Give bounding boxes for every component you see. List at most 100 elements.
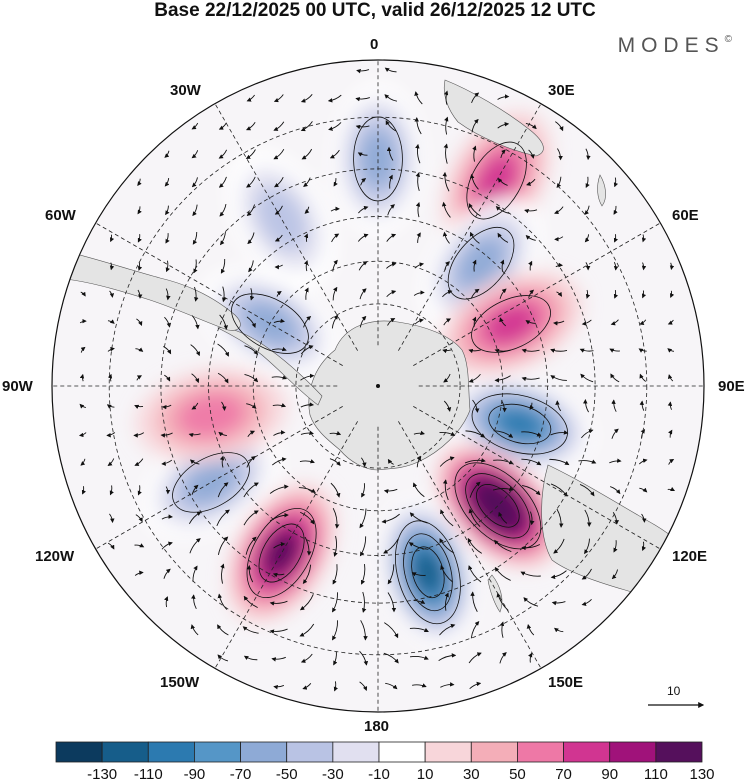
wind-vector-349 — [444, 592, 449, 611]
wind-vector-373 — [333, 651, 338, 666]
wind-vector-261 — [137, 485, 142, 496]
wind-vector-288 — [300, 511, 315, 525]
wind-vector-238 — [107, 458, 115, 467]
lon-label-30w: 30W — [170, 82, 201, 99]
wind-vector-4 — [300, 94, 313, 103]
colorbar-tick-3: -70 — [229, 766, 252, 783]
wind-vector-9 — [443, 90, 449, 105]
logo-text: MODES — [617, 34, 725, 57]
wind-vector-142 — [107, 319, 115, 324]
wind-vector-348 — [413, 599, 426, 604]
wind-vector-213 — [583, 399, 589, 413]
lon-label-60e: 60E — [672, 207, 699, 224]
wind-vector-298 — [584, 509, 592, 527]
wind-vector-164 — [107, 346, 115, 352]
wind-vector-34 — [386, 146, 394, 161]
wind-vector-212 — [555, 400, 562, 412]
wind-vector-177 — [579, 348, 594, 353]
wind-vector-12 — [191, 122, 199, 130]
wind-vector-98 — [109, 262, 115, 271]
wind-vector-192 — [494, 375, 511, 383]
wind-vector-324 — [220, 563, 225, 584]
wind-vector-39 — [528, 149, 535, 159]
wind-vector-85 — [303, 233, 309, 242]
wind-vector-23 — [497, 121, 510, 129]
colorbar-tick-5: -30 — [322, 766, 344, 783]
wind-vector-171 — [300, 345, 314, 355]
wind-vector-201 — [134, 404, 144, 410]
wind-vector-334 — [494, 566, 511, 581]
wind-vector-372 — [300, 653, 313, 663]
wind-vector-305 — [217, 536, 229, 555]
wind-vector-179 — [638, 348, 647, 353]
wind-vector-336 — [550, 570, 567, 580]
meridian-240 — [84, 406, 343, 556]
contour-6-1 — [403, 533, 453, 612]
wind-vector-310 — [359, 536, 367, 557]
wind-vector-184 — [164, 374, 171, 382]
wind-vector-52 — [415, 172, 420, 192]
wind-vector-109 — [414, 262, 425, 269]
wind-vector-268 — [330, 482, 341, 498]
wind-vector-79 — [137, 234, 142, 243]
wind-vector-40 — [557, 148, 563, 161]
wind-vector-173 — [468, 348, 481, 354]
map-title: Base 22/12/2025 00 UTC, valid 26/12/2025… — [154, 0, 596, 21]
wind-vector-260 — [109, 485, 114, 496]
wind-vector-48 — [303, 177, 311, 187]
wind-vector-325 — [246, 564, 254, 583]
anomaly-negative-4-level-5 — [498, 409, 542, 439]
colorbar-tick-10: 70 — [555, 766, 572, 783]
wind-vector-364 — [439, 623, 456, 636]
wind-vector-159 — [581, 319, 592, 326]
south-america — [54, 249, 241, 331]
colorbar — [55, 741, 703, 763]
wind-vector-353 — [551, 601, 566, 606]
wind-vector-293 — [440, 509, 454, 527]
colorbar-tick-8: 30 — [462, 766, 480, 783]
antarctica — [308, 320, 471, 471]
wind-vector-10 — [471, 92, 480, 104]
wind-vector-355 — [190, 624, 199, 636]
wind-vector-320 — [641, 541, 647, 552]
meridian-120 — [413, 406, 672, 556]
wind-vector-328 — [332, 564, 338, 585]
wind-vector-61 — [165, 205, 170, 216]
wind-vector-359 — [299, 623, 315, 637]
wind-vector-366 — [499, 621, 505, 638]
wind-vector-170 — [271, 346, 287, 352]
colorbar-swatch-3 — [194, 741, 241, 763]
wind-vector-386 — [412, 683, 427, 688]
wind-vector-343 — [269, 600, 288, 606]
wind-vector-103 — [248, 260, 254, 273]
wind-vector-160 — [610, 319, 619, 326]
wind-vector-369 — [217, 654, 229, 662]
wind-vector-202 — [161, 404, 172, 410]
wind-vector-264 — [217, 482, 229, 498]
contour-0-0 — [353, 116, 403, 202]
wind-vector-102 — [220, 258, 226, 274]
wind-vector-152 — [387, 318, 396, 326]
wind-vector-120 — [109, 290, 115, 298]
wind-vector-135 — [528, 289, 535, 298]
wind-vector-255 — [578, 459, 597, 464]
wind-vector-153 — [414, 318, 424, 325]
contour-7-0 — [246, 507, 317, 599]
wind-vector-68 — [358, 205, 369, 214]
wind-vector-224 — [273, 430, 286, 436]
wind-vector-370 — [243, 655, 258, 661]
colorbar-swatch-5 — [286, 741, 334, 763]
wind-vector-248 — [387, 458, 394, 465]
wind-vector-101 — [193, 259, 198, 274]
wind-vector-258 — [668, 458, 675, 465]
wind-vector-326 — [272, 572, 285, 578]
antarctic-peninsula — [217, 327, 323, 406]
wind-vector-216 — [667, 401, 673, 410]
wind-vector-185 — [191, 373, 200, 384]
wind-vector-119 — [80, 291, 86, 297]
wind-vector-281 — [109, 513, 115, 524]
wind-vector-95 — [584, 234, 590, 243]
wind-vector-322 — [163, 568, 171, 579]
wind-vector-113 — [528, 260, 533, 271]
